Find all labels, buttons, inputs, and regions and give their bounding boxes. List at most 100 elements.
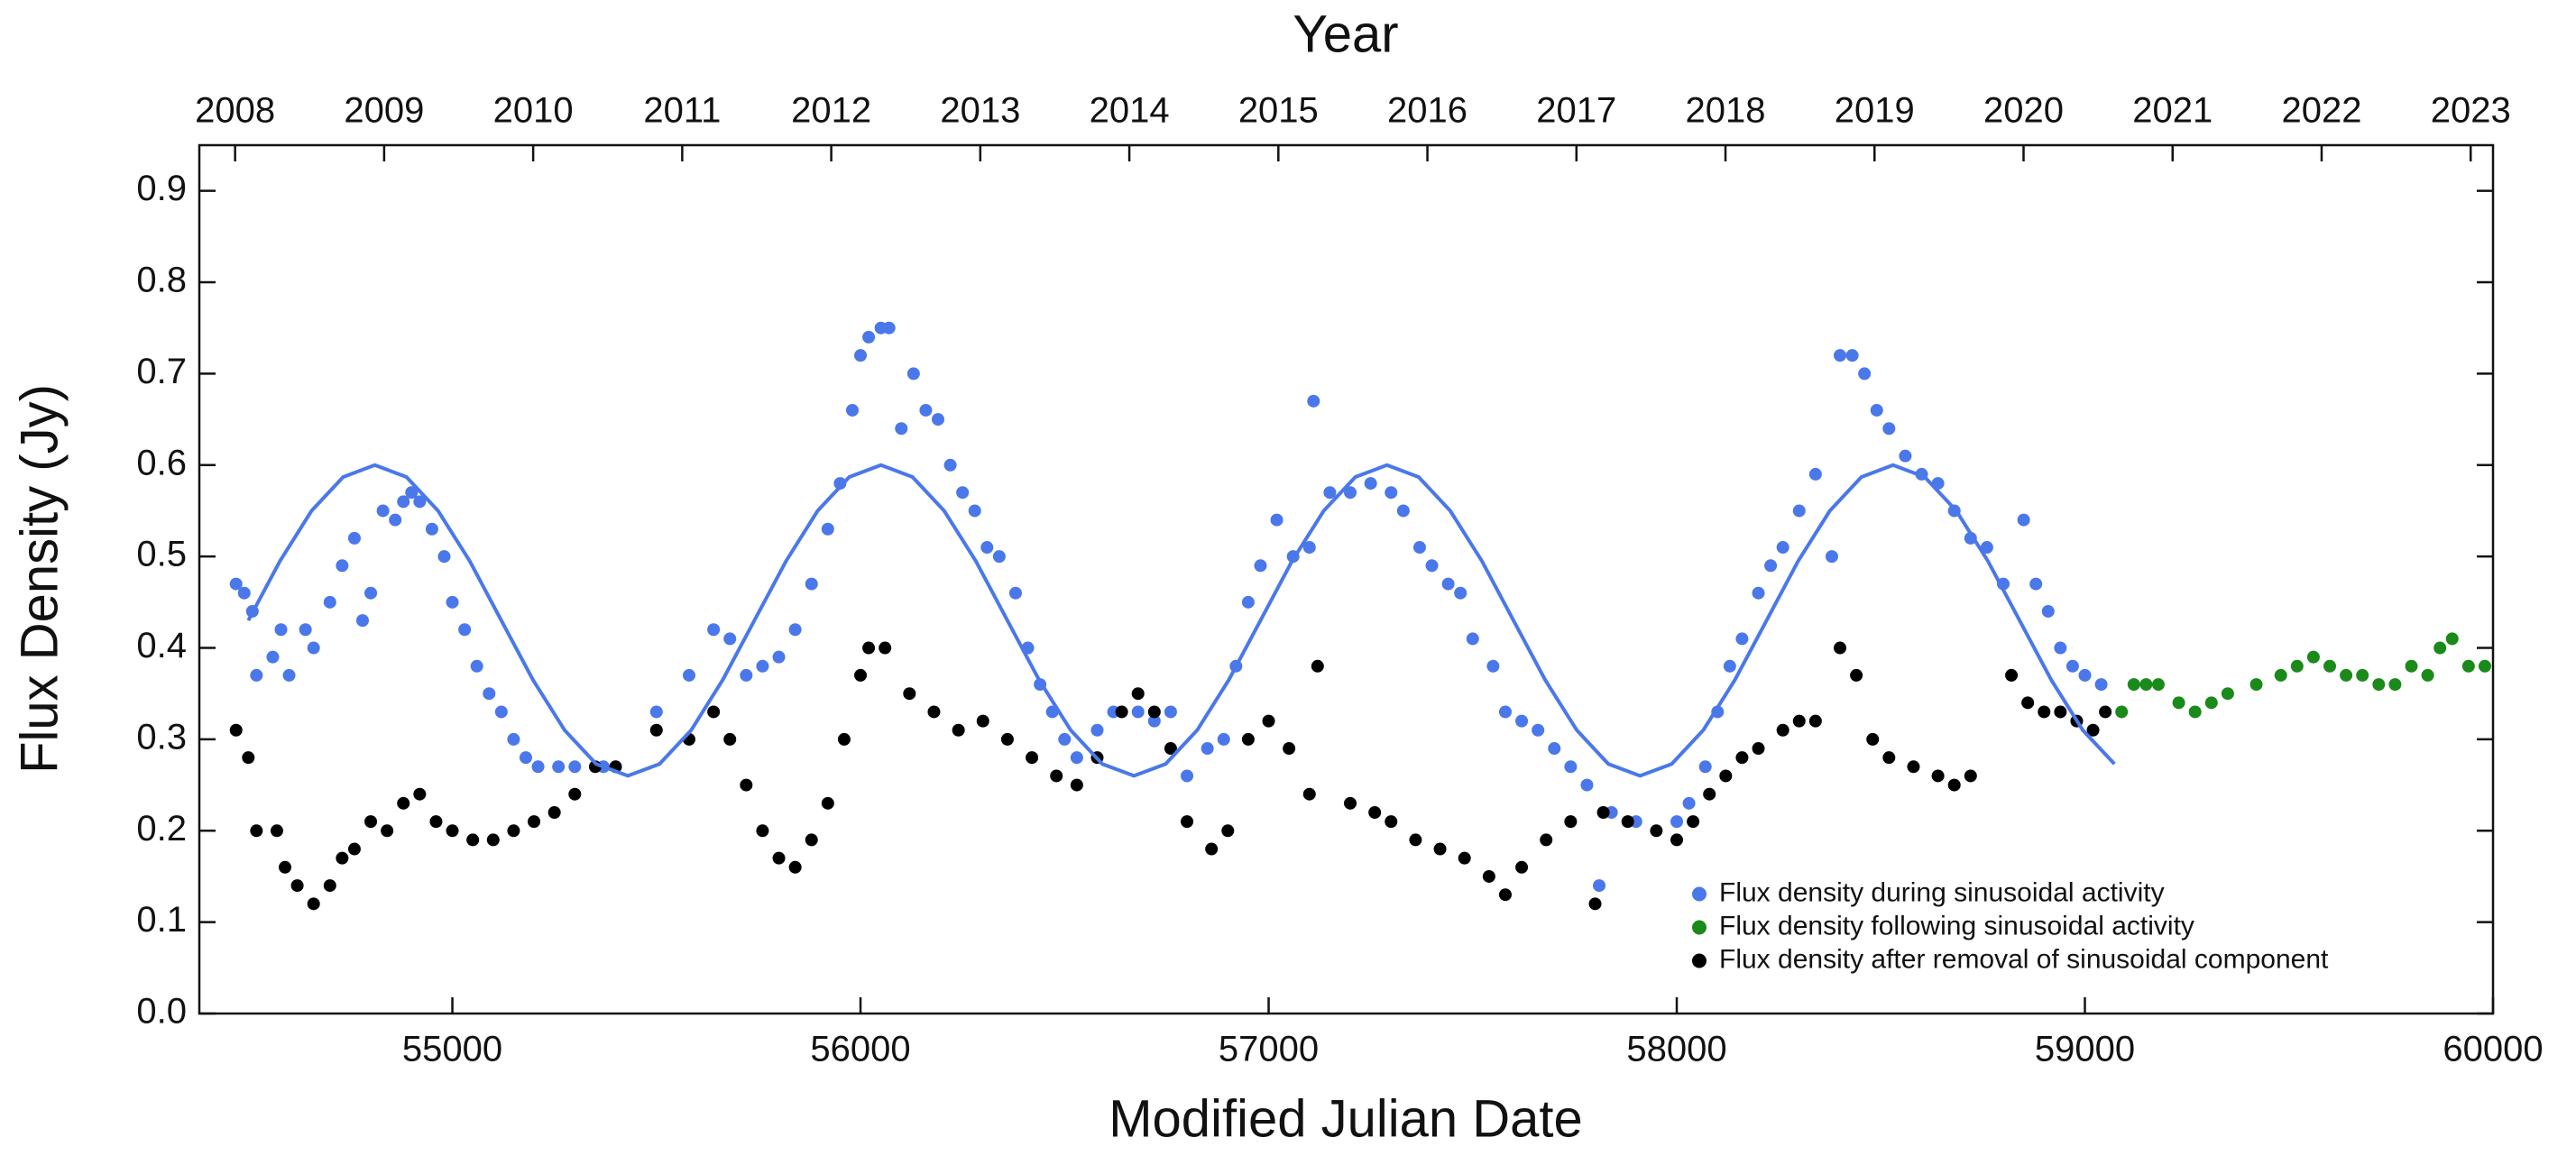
data-point xyxy=(1845,349,1859,362)
data-point xyxy=(270,824,283,838)
data-point xyxy=(429,815,443,829)
data-point xyxy=(494,705,508,719)
data-point xyxy=(1947,778,1961,792)
data-point xyxy=(2421,668,2434,682)
data-point xyxy=(2127,678,2140,692)
data-point xyxy=(788,623,802,637)
x2-axis-title: Year xyxy=(1293,5,1398,63)
data-point xyxy=(1058,732,1072,746)
data-point xyxy=(381,824,394,838)
data-point xyxy=(1205,842,1219,856)
data-point xyxy=(2021,696,2035,710)
data-point xyxy=(1764,559,1778,573)
x-tick-label: 58000 xyxy=(1626,1030,1726,1069)
data-point xyxy=(1588,897,1602,911)
data-point xyxy=(1307,394,1320,408)
data-point xyxy=(1466,632,1479,646)
x-tick-label: 59000 xyxy=(2035,1030,2135,1069)
y-tick-label: 0.4 xyxy=(136,626,187,665)
data-point xyxy=(552,760,566,774)
data-point xyxy=(1070,751,1083,765)
x2-tick-label: 2011 xyxy=(643,91,721,131)
data-point xyxy=(307,897,320,911)
legend-label: Flux density following sinusoidal activi… xyxy=(1719,911,2194,940)
data-point xyxy=(1441,577,1455,591)
data-point xyxy=(1070,778,1083,792)
data-point xyxy=(1882,422,1896,436)
data-point xyxy=(2340,668,2353,682)
data-point xyxy=(2306,650,2320,664)
data-point xyxy=(1792,504,1806,518)
y-tick-label: 0.3 xyxy=(136,717,187,757)
data-point xyxy=(274,623,288,637)
x2-tick-label: 2009 xyxy=(344,91,424,131)
data-point xyxy=(1454,586,1467,600)
data-point xyxy=(1008,586,1022,600)
data-point xyxy=(446,595,459,609)
x2-tick-label: 2014 xyxy=(1090,91,1170,131)
data-point xyxy=(980,541,994,555)
data-point xyxy=(1850,668,1863,682)
data-point xyxy=(507,732,520,746)
data-point xyxy=(507,824,520,838)
data-point xyxy=(250,824,263,838)
data-point xyxy=(1412,541,1426,555)
data-point xyxy=(2445,632,2459,646)
data-point xyxy=(376,504,390,518)
data-point xyxy=(446,824,459,838)
data-point xyxy=(837,732,851,746)
x2-tick-label: 2013 xyxy=(940,91,1020,131)
y-axis-title: Flux Density (Jy) xyxy=(10,384,69,774)
data-point xyxy=(323,879,336,893)
data-point xyxy=(723,732,737,746)
x-tick-label: 55000 xyxy=(402,1030,502,1069)
data-point xyxy=(229,723,243,737)
data-point xyxy=(1687,815,1700,829)
data-point xyxy=(956,486,970,500)
data-point xyxy=(2433,641,2447,655)
data-point xyxy=(862,641,876,655)
data-point xyxy=(1498,888,1512,902)
data-point xyxy=(2054,705,2067,719)
data-point xyxy=(250,668,263,682)
data-point xyxy=(682,668,695,682)
data-point xyxy=(1515,860,1529,874)
data-point xyxy=(1385,815,1398,829)
data-point xyxy=(1964,769,1977,783)
data-point xyxy=(845,403,859,417)
data-point xyxy=(2099,705,2112,719)
data-point xyxy=(1482,869,1495,883)
data-point xyxy=(2054,641,2067,655)
data-point xyxy=(1131,705,1145,719)
data-point xyxy=(1385,486,1398,500)
data-point xyxy=(2041,604,2055,618)
legend-label: Flux density during sinusoidal activity xyxy=(1719,877,2165,907)
data-point xyxy=(1433,842,1447,856)
data-point xyxy=(347,531,361,545)
data-point xyxy=(1217,732,1230,746)
y-tick-label: 0.1 xyxy=(136,900,187,940)
data-point xyxy=(568,787,582,801)
data-point xyxy=(2065,659,2079,673)
data-point xyxy=(1931,769,1945,783)
data-point xyxy=(1825,550,1838,564)
data-point xyxy=(1670,815,1684,829)
legend-marker xyxy=(1692,953,1707,968)
data-point xyxy=(1164,705,1177,719)
data-point xyxy=(1703,787,1716,801)
data-point xyxy=(1181,769,1194,783)
data-point xyxy=(1241,595,1255,609)
data-point xyxy=(932,413,945,427)
data-point xyxy=(531,760,545,774)
plot-frame xyxy=(198,143,2495,1015)
data-point xyxy=(1596,805,1610,819)
data-point xyxy=(1752,742,1765,756)
data-point xyxy=(1425,559,1439,573)
data-point xyxy=(1262,714,1275,728)
data-point xyxy=(299,623,312,637)
data-point xyxy=(707,623,721,637)
data-point xyxy=(854,349,868,362)
data-point xyxy=(1498,705,1512,719)
data-point xyxy=(756,659,769,673)
x2-tick-label: 2010 xyxy=(493,91,574,131)
